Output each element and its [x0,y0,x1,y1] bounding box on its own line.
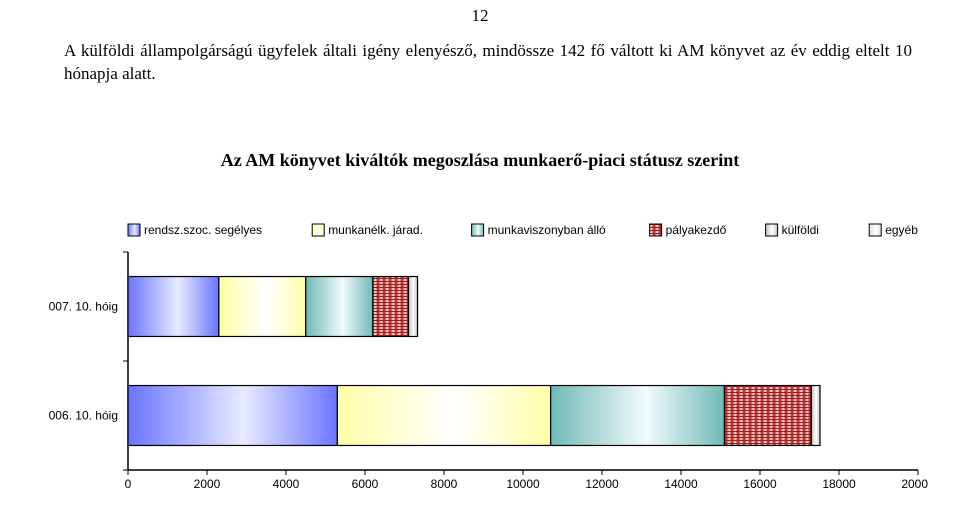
legend-label: munkaviszonyban álló [488,223,606,237]
bar-segment [219,277,306,337]
bar-segment [408,277,417,337]
chart-title: Az AM könyvet kiváltók megoszlása munkae… [0,150,960,171]
svg-text:8000: 8000 [431,477,458,491]
svg-text:2006. 10. hóig: 2006. 10. hóig [48,409,118,423]
legend-label: munkanélk. járad. [328,223,423,237]
chart-svg: 0 2000 4000 6000 8000 10000 12000 14000 16000 180… [48,220,928,520]
bar-segment [811,386,820,446]
bar-segment [128,277,219,337]
svg-text:0: 0 [125,477,132,491]
legend-label: külföldi [782,223,819,237]
svg-text:2000: 2000 [194,477,221,491]
svg-text:4000: 4000 [273,477,300,491]
bar-segment [373,277,409,337]
svg-text:14000: 14000 [664,477,698,491]
bar-segment [337,386,550,446]
svg-text:18000: 18000 [822,477,856,491]
svg-text:2007. 10. hóig: 2007. 10. hóig [48,300,118,314]
legend-label: rendsz.szoc. segélyes [144,223,262,237]
stacked-bar-chart: 0 2000 4000 6000 8000 10000 12000 14000 16000 180… [48,220,928,520]
svg-text:16000: 16000 [743,477,777,491]
bar-segment [128,386,337,446]
bar-segment [306,277,373,337]
bar-segment [551,386,725,446]
svg-text:6000: 6000 [352,477,379,491]
svg-text:20000: 20000 [901,477,928,491]
svg-text:10000: 10000 [506,477,540,491]
bar-segment [724,386,811,446]
paragraph-text: A külföldi állampolgárságú ügyfelek álta… [64,40,912,86]
svg-text:12000: 12000 [585,477,619,491]
legend-label: egyéb [885,223,918,237]
page-number: 12 [0,6,960,26]
legend-label: pályakezdő [666,223,727,237]
